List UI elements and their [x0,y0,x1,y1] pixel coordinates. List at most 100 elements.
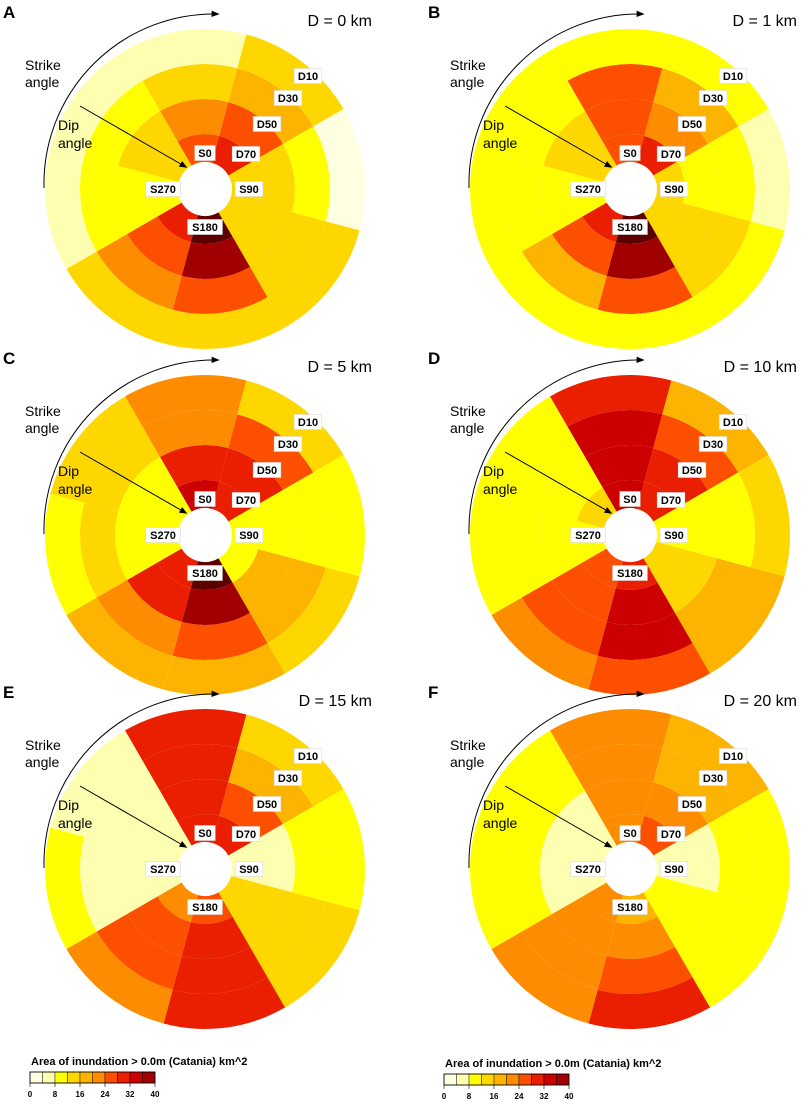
dip-label-2: angle [483,135,517,151]
wedge-s5-d1 [552,216,616,276]
strike-S180-box [187,219,223,235]
wedge-s7-d0 [576,487,617,529]
strike-arrow-icon [43,690,220,869]
wedge-s0-d3 [125,709,247,761]
dip-D70-box [231,146,261,162]
dip-arrow-icon [79,451,188,514]
colorbar-swatch-7 [531,1073,545,1086]
colorbar-tick-label: 0 [28,1090,33,1099]
wedge-s1-d2 [228,68,314,144]
wedge-s1-d1 [219,102,283,162]
wedge-s0-d2 [142,410,238,458]
wedge-s1-d3 [662,34,769,127]
wedge-s0-d1 [585,445,654,488]
dip-D10: D10 [723,417,743,429]
wedge-s3-d2 [250,892,326,978]
dip-label-2: angle [483,815,517,831]
wedge-s5-d1 [552,562,616,622]
strike-S180: S180 [617,222,643,234]
panel-title: D = 20 km [724,693,797,710]
strike-S90: S90 [239,864,259,876]
center-hole [182,166,228,212]
colorbar-title: Area of inundation > 0.0m (Catania) km^2 [445,1058,661,1070]
wedge-s3-d0 [643,875,684,917]
wedge-s4-d3 [588,977,710,1029]
strike-label-2: angle [450,420,484,436]
wedge-s7-d1 [118,791,178,855]
wedge-s7-d1 [118,111,178,175]
colorbar-swatch-7 [117,1071,131,1084]
wedge-s0-d1 [160,99,229,142]
colorbar-swatch-4 [493,1073,507,1086]
wedge-s7-d3 [50,730,143,837]
colorbar-frame [443,1073,570,1086]
wedge-s4-d1 [181,916,250,959]
center-hole [182,512,228,558]
dip-D70-box [231,826,261,842]
wedge-s1-d3 [237,714,344,807]
dip-D30: D30 [703,93,723,105]
wedge-s0-d3 [125,375,247,427]
wedge-s7-d0 [151,821,192,863]
strike-S180: S180 [192,222,218,234]
dip-label-1: Dip [483,797,504,813]
strike-S180: S180 [617,902,643,914]
strike-S0: S0 [198,148,211,160]
panel-title: D = 15 km [299,693,372,710]
panel-title: D = 5 km [308,359,372,376]
wedge-s5-d2 [521,580,607,656]
strike-S270: S270 [575,864,601,876]
wedge-s4-d1 [181,582,250,625]
panel-label: F [428,683,438,702]
strike-label-1: Strike [25,737,61,753]
strike-S180: S180 [192,902,218,914]
dip-arrow-icon [504,451,613,514]
strike-label-1: Strike [450,403,486,419]
dip-D50: D50 [682,119,702,131]
panel-title: D = 0 km [308,13,372,30]
strike-S270-box [570,527,606,543]
dip-D70: D70 [236,149,256,161]
wedge-s3-d3 [267,221,360,328]
colorbar-title: Area of inundation > 0.0m (Catania) km^2 [31,1056,247,1068]
dip-label-2: angle [58,135,92,151]
strike-S0: S0 [623,148,636,160]
wedge-s3-d2 [675,892,751,978]
wedge-s2-d2 [707,126,755,222]
center-hole [607,846,653,892]
wedge-s4-d1 [606,236,675,279]
wedge-s3-d3 [692,221,785,328]
wedge-s3-d0 [218,195,259,237]
wedge-s7-d0 [576,141,617,183]
wedge-s6-d3 [45,493,97,615]
wedge-s2-d3 [313,455,365,577]
wedge-s2-d3 [738,789,790,911]
wedge-s1-d2 [653,414,739,490]
wedge-s3-d0 [643,541,684,583]
panel-label: E [3,683,14,702]
dip-D30-box [273,90,303,106]
colorbar-frame [29,1071,156,1084]
wedge-s7-d0 [151,487,192,529]
strike-S90-box [659,527,689,543]
wedge-s1-d3 [237,380,344,473]
strike-S0-box [619,825,641,841]
strike-S90: S90 [664,530,684,542]
dip-D70: D70 [236,495,256,507]
wedge-s3-d1 [657,549,717,613]
wedge-s0-d1 [160,779,229,822]
wedge-s5-d3 [491,597,598,690]
colorbar-swatch-0 [29,1071,43,1084]
wedge-s2-d1 [252,490,295,559]
colorbar-swatch-3 [67,1071,81,1084]
wedge-s3-d0 [643,195,684,237]
wedge-s2-d1 [252,144,295,213]
dip-D10-box [718,414,748,430]
wedge-s2-d2 [707,472,755,568]
panel-title: D = 1 km [733,13,797,30]
wedge-s1-d2 [653,68,739,144]
wedge-s7-d2 [84,80,160,166]
wedge-s5-d2 [96,580,182,656]
